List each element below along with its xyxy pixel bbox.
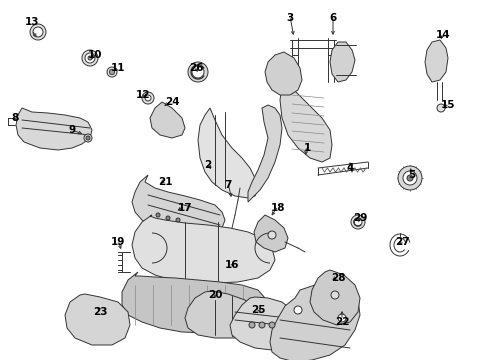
Circle shape <box>293 306 302 314</box>
Polygon shape <box>198 108 258 198</box>
Text: 25: 25 <box>250 305 264 315</box>
Text: 8: 8 <box>11 113 19 123</box>
Text: 19: 19 <box>111 237 125 247</box>
Text: 13: 13 <box>25 17 39 27</box>
Circle shape <box>176 218 180 222</box>
Polygon shape <box>424 40 447 82</box>
Polygon shape <box>269 285 359 360</box>
Circle shape <box>350 215 364 229</box>
Circle shape <box>267 231 275 239</box>
Text: 5: 5 <box>407 170 415 180</box>
Polygon shape <box>150 102 184 138</box>
Circle shape <box>248 322 254 328</box>
Circle shape <box>165 216 170 220</box>
Polygon shape <box>280 78 331 162</box>
Circle shape <box>187 62 207 82</box>
Text: 27: 27 <box>394 237 408 247</box>
Polygon shape <box>132 215 274 283</box>
Circle shape <box>397 166 421 190</box>
Polygon shape <box>309 270 359 325</box>
Text: 1: 1 <box>303 143 310 153</box>
Text: 23: 23 <box>93 307 107 317</box>
Circle shape <box>85 53 95 63</box>
Text: 7: 7 <box>224 180 231 190</box>
Text: 26: 26 <box>188 63 203 73</box>
Text: 4: 4 <box>346 163 353 173</box>
Polygon shape <box>122 272 267 333</box>
Circle shape <box>107 67 117 77</box>
Circle shape <box>156 213 160 217</box>
Polygon shape <box>247 105 282 202</box>
Text: 28: 28 <box>330 273 345 283</box>
Circle shape <box>192 66 203 78</box>
Polygon shape <box>184 291 258 338</box>
Text: 20: 20 <box>207 290 222 300</box>
Circle shape <box>30 24 46 40</box>
Polygon shape <box>264 52 302 95</box>
Text: 10: 10 <box>87 50 102 60</box>
Text: 17: 17 <box>177 203 192 213</box>
Circle shape <box>86 136 90 140</box>
Text: 9: 9 <box>68 125 76 135</box>
Text: 16: 16 <box>224 260 239 270</box>
Text: 12: 12 <box>136 90 150 100</box>
Circle shape <box>259 322 264 328</box>
Text: 21: 21 <box>158 177 172 187</box>
Circle shape <box>33 27 43 37</box>
Circle shape <box>436 104 444 112</box>
Text: 24: 24 <box>164 97 179 107</box>
Circle shape <box>88 56 92 60</box>
Circle shape <box>406 175 412 181</box>
Text: 11: 11 <box>110 63 125 73</box>
Circle shape <box>268 322 274 328</box>
Text: 29: 29 <box>352 213 366 223</box>
Text: 2: 2 <box>204 160 211 170</box>
Circle shape <box>145 95 151 101</box>
Text: 15: 15 <box>440 100 454 110</box>
Polygon shape <box>253 215 287 252</box>
Circle shape <box>402 171 416 185</box>
Circle shape <box>330 291 338 299</box>
Text: 22: 22 <box>334 317 348 327</box>
Text: 14: 14 <box>435 30 449 40</box>
Polygon shape <box>65 294 130 345</box>
Text: 3: 3 <box>286 13 293 23</box>
Circle shape <box>82 50 98 66</box>
Circle shape <box>109 69 114 75</box>
Text: 18: 18 <box>270 203 285 213</box>
Polygon shape <box>229 297 294 350</box>
Polygon shape <box>132 175 224 235</box>
Circle shape <box>353 218 361 226</box>
Polygon shape <box>329 42 354 82</box>
Circle shape <box>84 134 92 142</box>
Circle shape <box>142 92 154 104</box>
Text: 6: 6 <box>329 13 336 23</box>
Circle shape <box>337 314 346 322</box>
Polygon shape <box>16 108 92 150</box>
